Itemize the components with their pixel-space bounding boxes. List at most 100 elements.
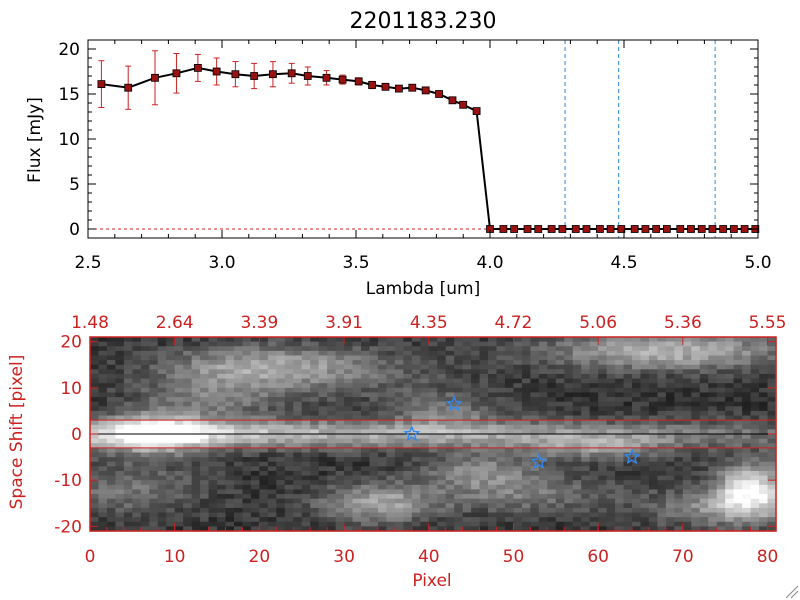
image-pixel: [217, 429, 227, 435]
image-pixel: [708, 507, 718, 514]
image-pixel: [555, 346, 565, 352]
star-marker-icon: [403, 425, 421, 442]
image-pixel: [623, 521, 633, 527]
image-pixel: [140, 383, 150, 389]
image-pixel: [403, 480, 413, 486]
image-pixel: [106, 489, 117, 495]
image-pixel: [513, 410, 523, 417]
image-pixel: [411, 364, 421, 370]
image-pixel: [640, 484, 650, 491]
image-pixel: [225, 341, 235, 347]
image-pixel: [132, 434, 142, 440]
image-pixel: [90, 341, 100, 347]
image-pixel: [640, 470, 650, 477]
image-pixel: [98, 512, 108, 518]
image-pixel: [267, 410, 277, 417]
image-pixel: [657, 406, 667, 412]
image-pixel: [225, 424, 235, 430]
image-pixel: [462, 410, 472, 417]
image-pixel: [623, 387, 633, 394]
image-pixel: [538, 443, 548, 449]
image-pixel: [716, 521, 726, 527]
image-pixel: [648, 346, 659, 352]
image-pixel: [479, 434, 489, 440]
image-pixel: [454, 521, 464, 527]
image-pixel: [606, 526, 616, 532]
resize-grip-icon[interactable]: [785, 585, 799, 599]
image-pixel: [632, 424, 642, 430]
image-pixel: [437, 443, 447, 449]
image-pixel: [242, 526, 252, 532]
image-pixel: [166, 341, 176, 347]
image-pixel: [250, 489, 260, 495]
image-pixel: [90, 521, 100, 527]
image-pixel: [174, 475, 184, 481]
image-pixel: [657, 447, 667, 454]
image-pixel: [217, 392, 227, 398]
image-pixel: [115, 521, 125, 527]
image-pixel: [106, 424, 117, 430]
image-pixel: [310, 503, 320, 509]
image-pixel: [759, 406, 769, 412]
image-pixel: [699, 410, 709, 417]
image-pixel: [166, 512, 176, 518]
image-pixel: [377, 521, 388, 527]
image-pixel: [259, 369, 269, 375]
image-pixel: [344, 350, 354, 357]
image-pixel: [589, 517, 599, 523]
image-pixel: [284, 480, 294, 486]
image-pixel: [183, 494, 193, 500]
image-pixel: [386, 415, 396, 421]
image-pixel: [90, 392, 100, 398]
image-pixel: [157, 457, 167, 463]
image-pixel: [106, 429, 117, 435]
image-pixel: [716, 466, 726, 472]
image-pixel: [242, 494, 252, 500]
image-pixel: [242, 461, 252, 467]
image-pixel: [555, 475, 565, 481]
image-pixel: [217, 443, 227, 449]
image-pixel: [233, 373, 244, 380]
image-pixel: [183, 507, 193, 514]
image-pixel: [335, 350, 345, 357]
image-pixel: [488, 392, 498, 398]
image-pixel: [123, 443, 133, 449]
image-pixel: [403, 503, 413, 509]
image-pixel: [123, 369, 133, 375]
image-pixel: [98, 480, 108, 486]
image-pixel: [428, 507, 438, 514]
image-pixel: [428, 410, 438, 417]
image-pixel: [615, 480, 625, 486]
image-pixel: [132, 494, 142, 500]
image-pixel: [310, 406, 320, 412]
image-pixel: [589, 526, 599, 532]
image-pixel: [708, 526, 718, 532]
data-point: [269, 70, 277, 79]
image-pixel: [462, 452, 472, 458]
image-pixel: [250, 406, 260, 412]
image-pixel: [420, 369, 430, 375]
image-pixel: [411, 457, 421, 463]
image-pixel: [149, 461, 159, 467]
image-pixel: [454, 494, 464, 500]
image-pixel: [123, 466, 133, 472]
image-pixel: [394, 457, 404, 463]
image-pixel: [623, 434, 633, 440]
image-pixel: [233, 346, 244, 352]
image-pixel: [310, 512, 320, 518]
image-pixel: [293, 503, 303, 509]
image-pixel: [157, 447, 167, 454]
image-pixel: [183, 360, 193, 366]
image-pixel: [606, 461, 616, 467]
image-pixel: [183, 401, 193, 407]
image-pixel: [293, 429, 303, 435]
image-pixel: [200, 415, 210, 421]
image-pixel: [674, 341, 684, 347]
image-pixel: [208, 355, 218, 361]
image-pixel: [521, 484, 531, 491]
image-pixel: [106, 392, 117, 398]
image-pixel: [759, 470, 769, 477]
image-pixel: [437, 346, 447, 352]
image-pixel: [157, 503, 167, 509]
image-pixel: [98, 521, 108, 527]
